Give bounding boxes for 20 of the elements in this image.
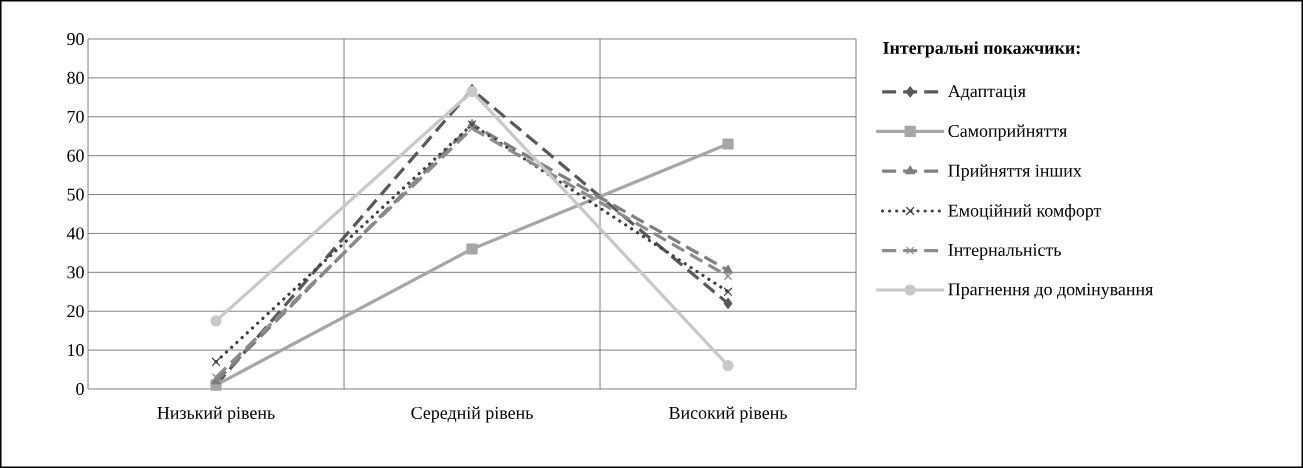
legend-label: Адаптація [947, 85, 1026, 101]
legend-label: Прийняття інших [948, 164, 1082, 181]
y-tick-label: 80 [67, 71, 84, 84]
y-tick-label: 70 [67, 110, 84, 123]
legend-title: Інтегральні покажчики: [883, 41, 1080, 58]
y-tick-label: 60 [67, 149, 84, 162]
y-tick-label: 90 [67, 32, 84, 46]
legend-label: Прагнення до домінування [948, 283, 1153, 300]
x-tick-label: Низький рівень [157, 406, 275, 423]
legend-label: Інтернальність [948, 243, 1061, 260]
y-tick-label: 50 [67, 188, 84, 201]
y-tick-label: 40 [66, 227, 84, 240]
y-tick-label: 10 [68, 344, 84, 357]
y-tick-label: 0 [76, 382, 84, 396]
x-tick-label: Середній рівень [411, 406, 533, 423]
x-tick-label: Високий рівень [669, 406, 787, 423]
y-tick-label: 30 [67, 266, 84, 279]
y-tick-label: 20 [67, 305, 84, 318]
legend-label: Емоційний комфорт [948, 204, 1102, 221]
legend-label: Самоприйняття [948, 124, 1067, 141]
